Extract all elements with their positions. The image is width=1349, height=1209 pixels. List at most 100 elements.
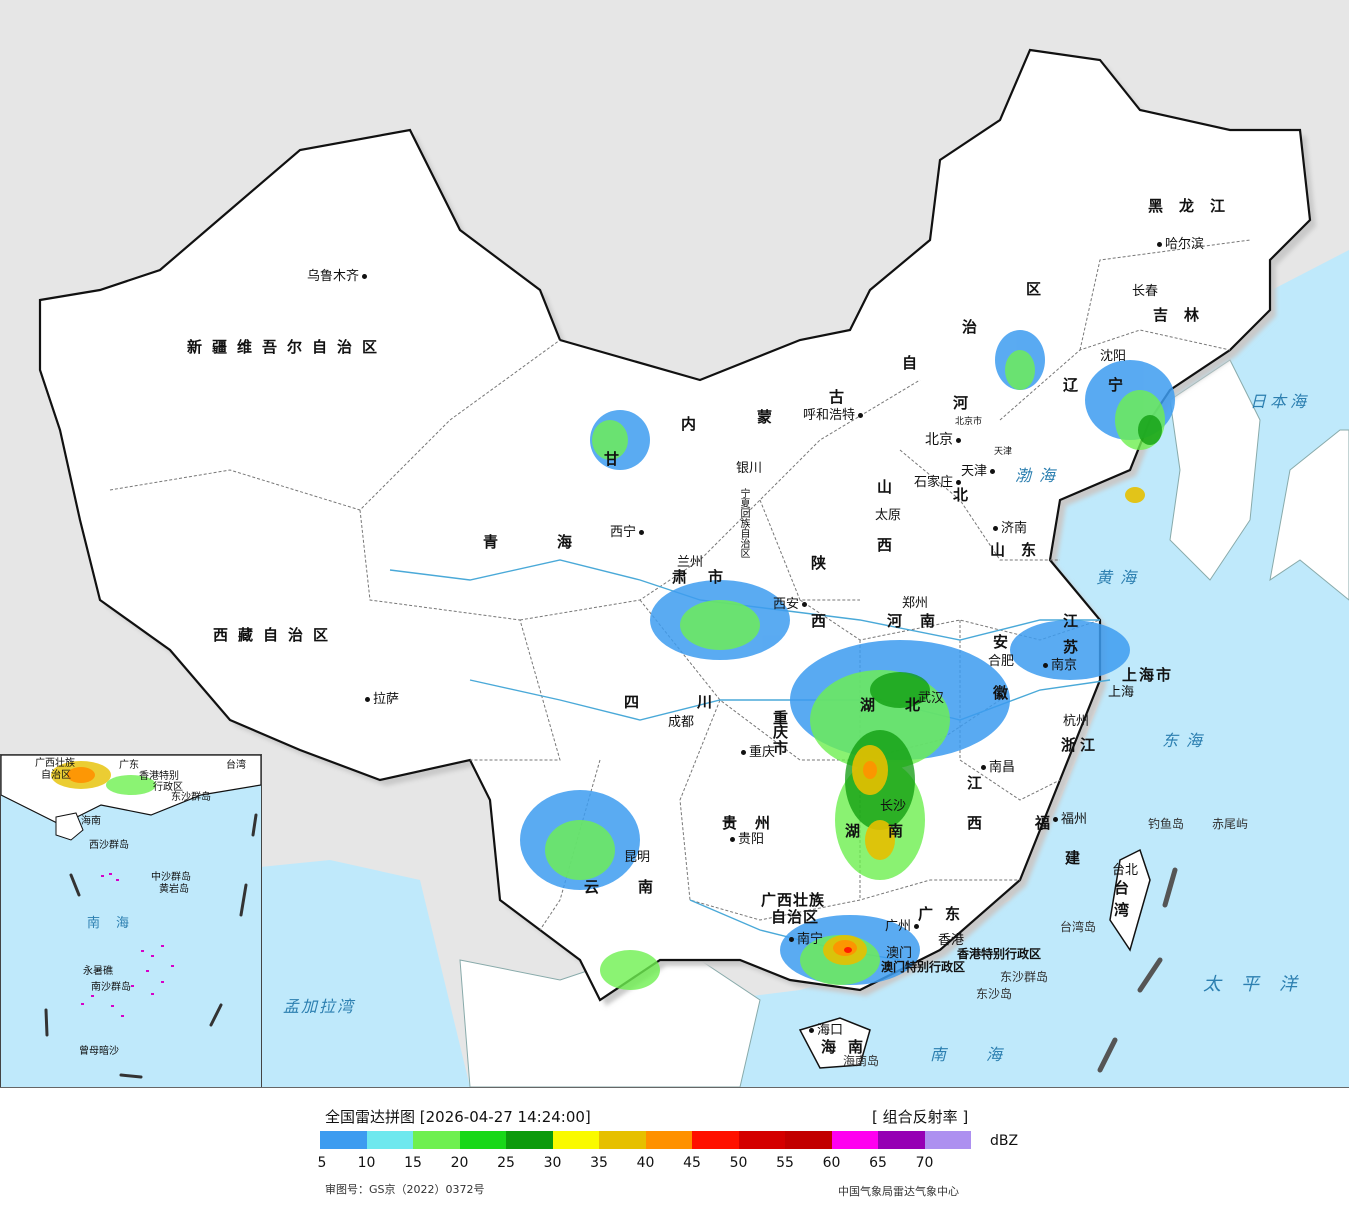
inset-label-zhongsha: 中沙群岛 <box>151 872 191 883</box>
inset-label-guangxi-2: 自治区 <box>41 770 71 781</box>
city-lanzhou: 兰州 <box>677 555 704 570</box>
label-shanxi-1: 山 <box>877 478 903 496</box>
scale-tick-30: 30 <box>543 1155 562 1171</box>
label-jiangsu-2: 苏 <box>1063 638 1089 656</box>
label-heilongjiang: 黑龙江 <box>1148 197 1242 215</box>
label-qinghai-1: 青 <box>483 533 509 551</box>
scale-tick-40: 40 <box>636 1155 655 1171</box>
scale-swatch-2 <box>413 1131 460 1149</box>
scale-tick-15: 15 <box>404 1155 422 1171</box>
city-nanjing: 南京 <box>1040 659 1077 672</box>
land-japan <box>1269 429 1349 601</box>
scale-swatch-0 <box>320 1131 367 1149</box>
island-taiwandao: 台湾岛 <box>1060 920 1097 934</box>
label-nmg-5: 治 <box>962 318 988 336</box>
product-type: [ 组合反射率 ] <box>872 1108 969 1126</box>
city-hangzhou: 杭州 <box>1063 714 1090 729</box>
inset-label-guangxi: 广西壮族 <box>35 758 75 769</box>
city-fuzhou: 福州 <box>1050 813 1087 826</box>
city-hohhot: 呼和浩特 <box>803 409 866 422</box>
label-nmg-1: 内 <box>681 415 707 433</box>
label-fujian-1: 福 <box>1035 814 1061 832</box>
city-changchun: 长春 <box>1132 284 1159 299</box>
city-macau: 澳门 <box>886 946 913 961</box>
label-jilin: 吉林 <box>1153 306 1216 324</box>
city-kunming: 昆明 <box>624 850 651 865</box>
label-hunan-2: 南 <box>888 822 914 840</box>
label-macau-sar: 澳门特别行政区 <box>881 960 966 974</box>
city-taiyuan: 太原 <box>875 508 902 523</box>
scale-tick-25: 25 <box>497 1155 515 1171</box>
map-title: 全国雷达拼图 [2026-04-27 14:24:00] <box>325 1108 591 1126</box>
city-chengdu: 成都 <box>668 715 695 730</box>
island-diaoyu: 钓鱼岛 <box>1148 817 1185 831</box>
city-guiyang: 贵阳 <box>727 833 764 846</box>
island-dongsha-group: 东沙群岛 <box>1000 970 1049 984</box>
label-yunnan-1: 云 <box>584 878 610 896</box>
city-jinan: 济南 <box>990 522 1027 535</box>
label-anhui-2: 徽 <box>993 684 1019 702</box>
label-gansu-2: 肃 <box>672 568 698 586</box>
city-zhengzhou: 郑州 <box>902 596 929 611</box>
city-wuhan: 武汉 <box>918 691 945 706</box>
label-guangdong: 广东 <box>918 905 973 923</box>
scale-swatch-12 <box>878 1131 925 1149</box>
scale-tick-65: 65 <box>869 1155 887 1171</box>
city-haikou: 海口 <box>806 1024 843 1037</box>
city-nanchang: 南昌 <box>978 761 1015 774</box>
label-ningxia: 宁夏回族自治区 <box>738 488 749 558</box>
label-taiwan-2: 湾 <box>1114 901 1140 919</box>
label-guizhou: 贵州 <box>722 814 789 832</box>
sea-label-huanghai: 黄海 <box>1096 568 1145 587</box>
scale-swatch-3 <box>459 1131 506 1149</box>
label-henan: 河南 <box>887 612 954 630</box>
scale-tick-5: 5 <box>317 1155 327 1171</box>
label-beijing-city: 北京市 <box>955 417 983 427</box>
scale-tick-10: 10 <box>357 1155 376 1171</box>
inset-label-huangyan: 黄岩岛 <box>159 884 189 895</box>
label-guangxi-2: 自治区 <box>771 908 820 926</box>
label-jiangxi-2: 西 <box>967 814 993 832</box>
inset-label-hk: 香港特别 <box>139 771 179 782</box>
label-zhejiang: 浙江 <box>1061 736 1100 754</box>
label-chongqing-2: 庆 <box>773 723 799 741</box>
inset-label-xisha: 西沙群岛 <box>89 840 129 851</box>
scale-tick-20: 20 <box>450 1155 469 1171</box>
scale-swatch-4 <box>506 1131 553 1149</box>
inset-label-taiwan: 台湾 <box>226 760 246 771</box>
city-shenyang: 沈阳 <box>1100 349 1127 364</box>
scale-swatch-11 <box>831 1131 878 1149</box>
city-xian: 西安 <box>773 598 810 611</box>
city-taibei: 台北 <box>1112 863 1139 878</box>
scale-swatch-13 <box>924 1131 971 1149</box>
label-shaanxi-2: 西 <box>811 612 837 630</box>
scale-swatch-9 <box>738 1131 785 1149</box>
scale-swatch-7 <box>645 1131 692 1149</box>
label-hunan-1: 湖 <box>845 822 871 840</box>
label-sichuan-2: 川 <box>697 693 723 711</box>
label-chongqing-3: 市 <box>773 739 799 757</box>
city-lhasa: 拉萨 <box>362 693 399 706</box>
scale-tick-70: 70 <box>915 1155 934 1171</box>
label-shaanxi-1: 陕 <box>811 554 837 572</box>
hainan-island <box>798 1017 871 1069</box>
label-tianjin-city: 天津 <box>994 447 1013 457</box>
city-chongqing: 重庆 <box>738 746 775 759</box>
scale-swatch-8 <box>692 1131 739 1149</box>
label-nmg-2: 蒙 <box>757 408 783 426</box>
taiwan-island <box>1109 848 1151 952</box>
radar-map[interactable]: 新疆维吾尔自治区 西藏自治区 青 海 甘 肃 内 蒙 古 自 治 区 宁夏回族自… <box>0 0 1349 1087</box>
scale-tick-35: 35 <box>590 1155 608 1171</box>
color-scale <box>320 1131 971 1149</box>
city-hefei: 合肥 <box>988 654 1015 669</box>
sea-label-riben: 日本海 <box>1250 392 1311 411</box>
label-liaoning-1: 辽 <box>1063 376 1089 394</box>
map-svg <box>38 48 1349 1087</box>
scale-unit: dBZ <box>990 1133 1019 1149</box>
scale-tick-60: 60 <box>822 1155 841 1171</box>
label-jiangxi-1: 江 <box>967 774 993 792</box>
label-xizang: 西藏自治区 <box>213 626 339 644</box>
label-shandong: 山东 <box>990 541 1053 559</box>
label-xinjiang: 新疆维吾尔自治区 <box>187 338 388 356</box>
radar-echoes <box>520 330 1175 990</box>
